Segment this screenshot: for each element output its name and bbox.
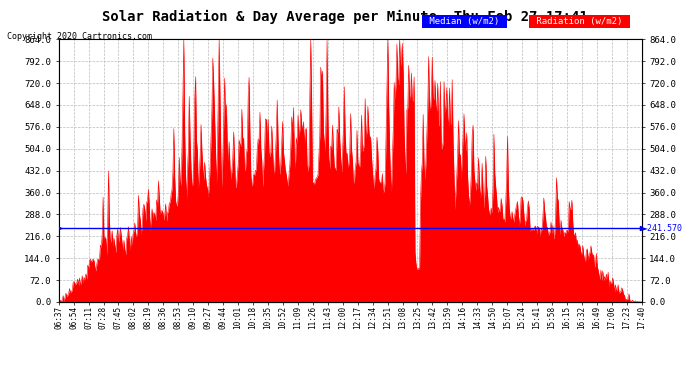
Text: Median (w/m2): Median (w/m2): [424, 17, 505, 26]
Text: Radiation (w/m2): Radiation (w/m2): [531, 17, 628, 26]
Text: ►241.570: ►241.570: [643, 224, 683, 233]
Text: Copyright 2020 Cartronics.com: Copyright 2020 Cartronics.com: [7, 32, 152, 41]
Text: Solar Radiation & Day Average per Minute  Thu Feb 27 17:41: Solar Radiation & Day Average per Minute…: [102, 9, 588, 24]
